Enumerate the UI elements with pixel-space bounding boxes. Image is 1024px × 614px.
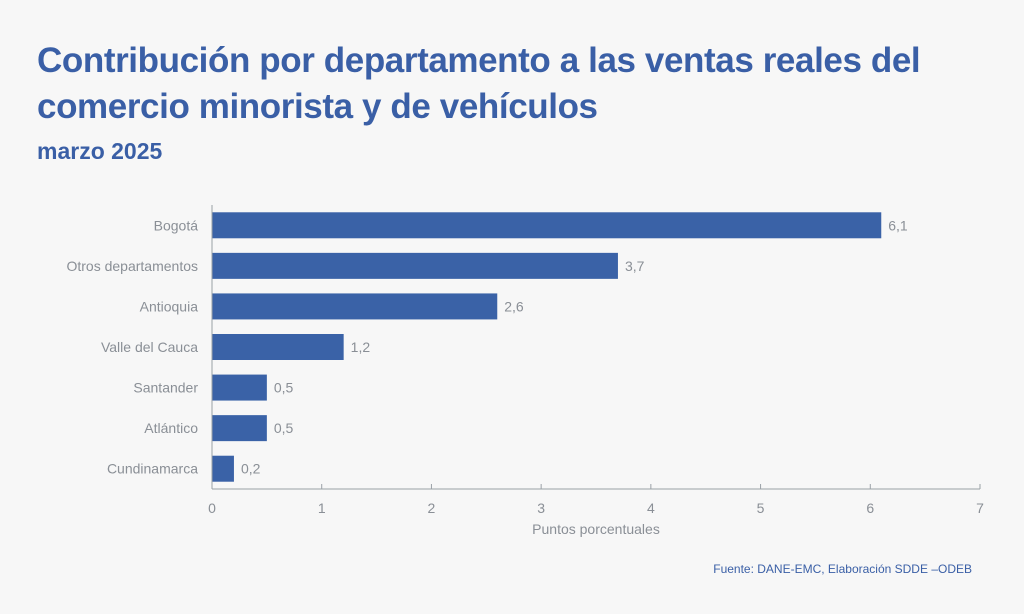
chart-subtitle: marzo 2025 bbox=[37, 138, 163, 164]
bar bbox=[212, 252, 618, 279]
category-label: Santander bbox=[133, 380, 198, 396]
category-label: Valle del Cauca bbox=[101, 339, 198, 355]
category-label: Bogotá bbox=[154, 217, 199, 233]
value-label: 0,2 bbox=[241, 461, 261, 477]
category-label: Atlántico bbox=[144, 420, 198, 436]
bar bbox=[212, 374, 267, 401]
x-axis-title: Puntos porcentuales bbox=[532, 521, 660, 537]
value-label: 3,7 bbox=[625, 258, 645, 274]
category-label: Antioquia bbox=[140, 298, 199, 314]
x-tick-label: 3 bbox=[537, 500, 545, 516]
value-label: 2,6 bbox=[504, 298, 524, 314]
axes-group: 0 1 2 3 4 5 6 7 Puntos porcentuales bbox=[208, 205, 984, 537]
value-label: 0,5 bbox=[274, 380, 294, 396]
x-tick-label: 2 bbox=[428, 500, 436, 516]
category-label: Cundinamarca bbox=[107, 461, 198, 477]
value-label: 0,5 bbox=[274, 420, 294, 436]
value-label: 1,2 bbox=[351, 339, 371, 355]
x-tick-label: 0 bbox=[208, 500, 216, 516]
x-tick-label: 5 bbox=[757, 500, 765, 516]
chart-title: Contribución por departamento a las vent… bbox=[37, 41, 921, 126]
value-label: 6,1 bbox=[888, 217, 908, 233]
bar bbox=[212, 293, 498, 320]
x-tick-label: 6 bbox=[866, 500, 874, 516]
bar bbox=[212, 334, 344, 360]
source-note: Fuente: DANE-EMC, Elaboración SDDE –ODEB bbox=[713, 562, 972, 576]
x-tick-label: 7 bbox=[976, 500, 984, 516]
bars-group: Bogotá 6,1 Otros departamentos 3,7 Antioquia… bbox=[66, 212, 908, 482]
category-label: Otros departamentos bbox=[66, 258, 198, 274]
bar bbox=[212, 212, 882, 239]
x-tick-label: 4 bbox=[647, 500, 655, 516]
bar bbox=[212, 455, 234, 482]
bar bbox=[212, 415, 267, 442]
x-tick-label: 1 bbox=[318, 500, 326, 516]
